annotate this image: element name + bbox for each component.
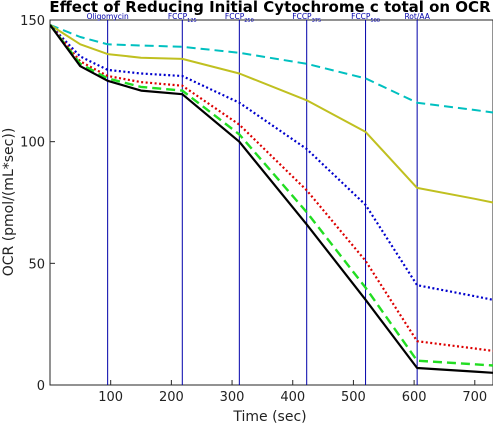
axes-box [49,19,493,386]
event-label: FCCP250 [225,12,254,24]
x-tick-label: 200 [159,390,184,405]
y-axis-label: OCR (pmol/(mL*sec)) [1,128,17,277]
event-label: FCCP375 [292,12,321,24]
series-line-4 [50,24,493,352]
x-axis-label: Time (sec) [232,409,306,425]
plot-area: 0 50 100 150 100 200 300 400 500 600 700 Oligomycin… [20,12,493,405]
chart-title: Effect of Reducing Initial Cytochrome c … [49,0,491,16]
event-label: Oligomycin [87,12,129,21]
event-label: FCCP500 [351,12,380,24]
x-tick-label: 400 [280,390,305,405]
x-tick-label: 500 [341,390,366,405]
x-tick-label: 100 [98,390,123,405]
series-line-2 [50,24,493,204]
y-tick-label: 0 [37,379,45,394]
x-tick-label: 700 [462,390,487,405]
x-tick-label: 300 [220,390,245,405]
x-tick-label: 600 [402,390,427,405]
y-tick-label: 50 [28,257,45,272]
y-tick-label: 100 [20,136,45,151]
y-tick-label: 150 [20,14,45,29]
series-line-5 [50,24,493,367]
series-line-1 [50,23,493,114]
series-line-6 [50,24,493,374]
series-line-3 [50,24,493,301]
event-label: FCCP125 [168,12,197,24]
event-label: Rot/AA [404,12,430,21]
